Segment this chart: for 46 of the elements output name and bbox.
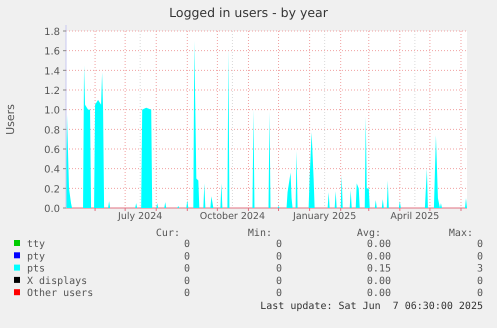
text: Last update: Sat Jun 7 06:30:00 2025 [260, 301, 483, 312]
y-tick-label: 1.2 [44, 86, 60, 97]
y-tick-label: 0.6 [44, 145, 60, 156]
text: 0 [184, 264, 190, 275]
chart-title: Logged in users - by year [169, 5, 329, 20]
text: 0 [276, 251, 282, 262]
text: 0 [184, 288, 190, 300]
text: 0 [276, 239, 282, 250]
text: 0.00 [366, 276, 391, 287]
text: 0 [276, 264, 282, 275]
y-tick-label: 0.8 [44, 125, 60, 136]
text: 0 [184, 251, 190, 262]
y-tick-label: 1.0 [44, 106, 60, 117]
x-tick-label: July 2024 [117, 211, 162, 222]
text: 0 [476, 239, 483, 250]
text: Cur: [156, 228, 180, 239]
text: 0 [476, 251, 483, 262]
legend-label: pts [27, 264, 46, 275]
text: 0 [276, 276, 282, 287]
text: 0 [476, 276, 483, 287]
text: 0.00 [366, 288, 391, 300]
text: Min: [248, 228, 272, 239]
text: 0 [476, 288, 483, 300]
x-tick-label: April 2025 [390, 211, 440, 222]
legend-label: pty [27, 251, 46, 262]
y-tick-label: 1.6 [44, 46, 60, 58]
legend-label: tty [27, 239, 46, 250]
x-tick-label: January 2025 [292, 211, 356, 222]
y-axis-title: Users [4, 104, 17, 135]
text: 0 [184, 276, 190, 287]
text: 0.00 [366, 239, 391, 250]
y-tick-label: 1.4 [44, 66, 60, 78]
x-tick-label: October 2024 [200, 211, 266, 222]
text: 3 [476, 264, 483, 275]
text: Avg: [356, 228, 381, 239]
text: Max: [448, 228, 473, 239]
text: 0 [276, 288, 282, 300]
y-tick-label: 0.2 [44, 184, 60, 196]
legend-label: X displays [27, 276, 88, 287]
legend-label: Other users [27, 288, 94, 300]
y-tick-label: 0.0 [44, 204, 60, 215]
y-tick-label: 1.8 [44, 27, 60, 38]
y-tick-label: 0.4 [44, 164, 60, 176]
text: 0 [184, 239, 190, 250]
text: 0.15 [366, 264, 391, 275]
text: 0.00 [366, 251, 391, 262]
